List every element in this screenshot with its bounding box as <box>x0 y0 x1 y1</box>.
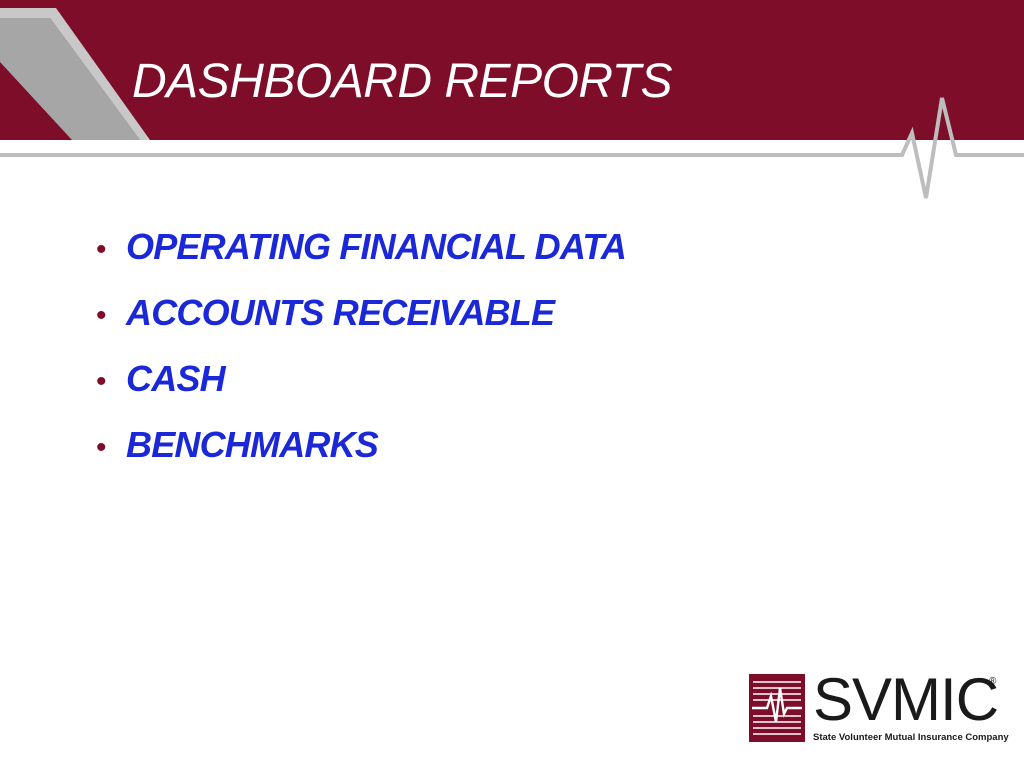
list-item: • CASH <box>96 358 626 424</box>
bullet-marker: • <box>96 431 107 464</box>
bullet-text: CASH <box>126 358 226 399</box>
diagonal-stripe <box>0 18 140 140</box>
header-decoration <box>0 8 1024 199</box>
bullet-list: • OPERATING FINANCIAL DATA • ACCOUNTS RE… <box>96 226 627 490</box>
bullet-text: ACCOUNTS RECEIVABLE <box>126 292 555 333</box>
bullet-marker: • <box>96 299 107 332</box>
registered-mark: ® <box>989 676 997 687</box>
list-item: • OPERATING FINANCIAL DATA <box>96 226 627 292</box>
title-banner <box>0 0 1024 140</box>
bullet-text: OPERATING FINANCIAL DATA <box>126 226 627 267</box>
list-item: • BENCHMARKS <box>96 424 626 490</box>
bullet-marker: • <box>96 233 107 266</box>
logo-wordmark: SVMIC <box>813 666 999 733</box>
slide-title: DASHBOARD REPORTS <box>132 55 673 108</box>
logo-tagline: State Volunteer Mutual Insurance Company <box>813 732 1009 743</box>
heartbeat-line-icon <box>0 97 1024 199</box>
svmic-logo: SVMIC ® State Volunteer Mutual Insurance… <box>749 666 1009 746</box>
bullet-text: BENCHMARKS <box>126 424 379 465</box>
list-item: • ACCOUNTS RECEIVABLE <box>96 292 626 358</box>
bullet-marker: • <box>96 365 107 398</box>
heartbeat-pulse-icon <box>749 674 805 742</box>
